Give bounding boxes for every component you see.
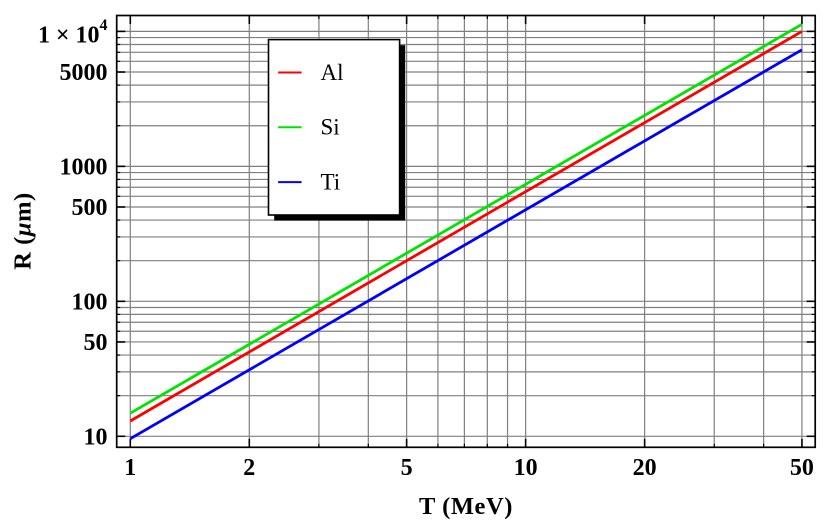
svg-text:20: 20 [633,455,657,481]
svg-text:5000: 5000 [60,60,108,86]
svg-text:5: 5 [401,455,413,481]
svg-text:500: 500 [72,195,108,221]
svg-text:10: 10 [84,424,108,450]
svg-text:Al: Al [321,60,344,85]
svg-text:50: 50 [84,330,108,356]
svg-text:10: 10 [514,455,538,481]
svg-text:R (μm): R (μm) [10,192,37,270]
svg-text:1: 1 [124,455,136,481]
svg-text:2: 2 [243,455,255,481]
svg-text:Ti: Ti [321,170,341,195]
svg-text:Si: Si [321,115,340,140]
svg-text:T (MeV): T (MeV) [419,493,513,520]
svg-text:1000: 1000 [60,154,108,180]
svg-text:50: 50 [790,455,814,481]
svg-text:100: 100 [72,289,108,315]
